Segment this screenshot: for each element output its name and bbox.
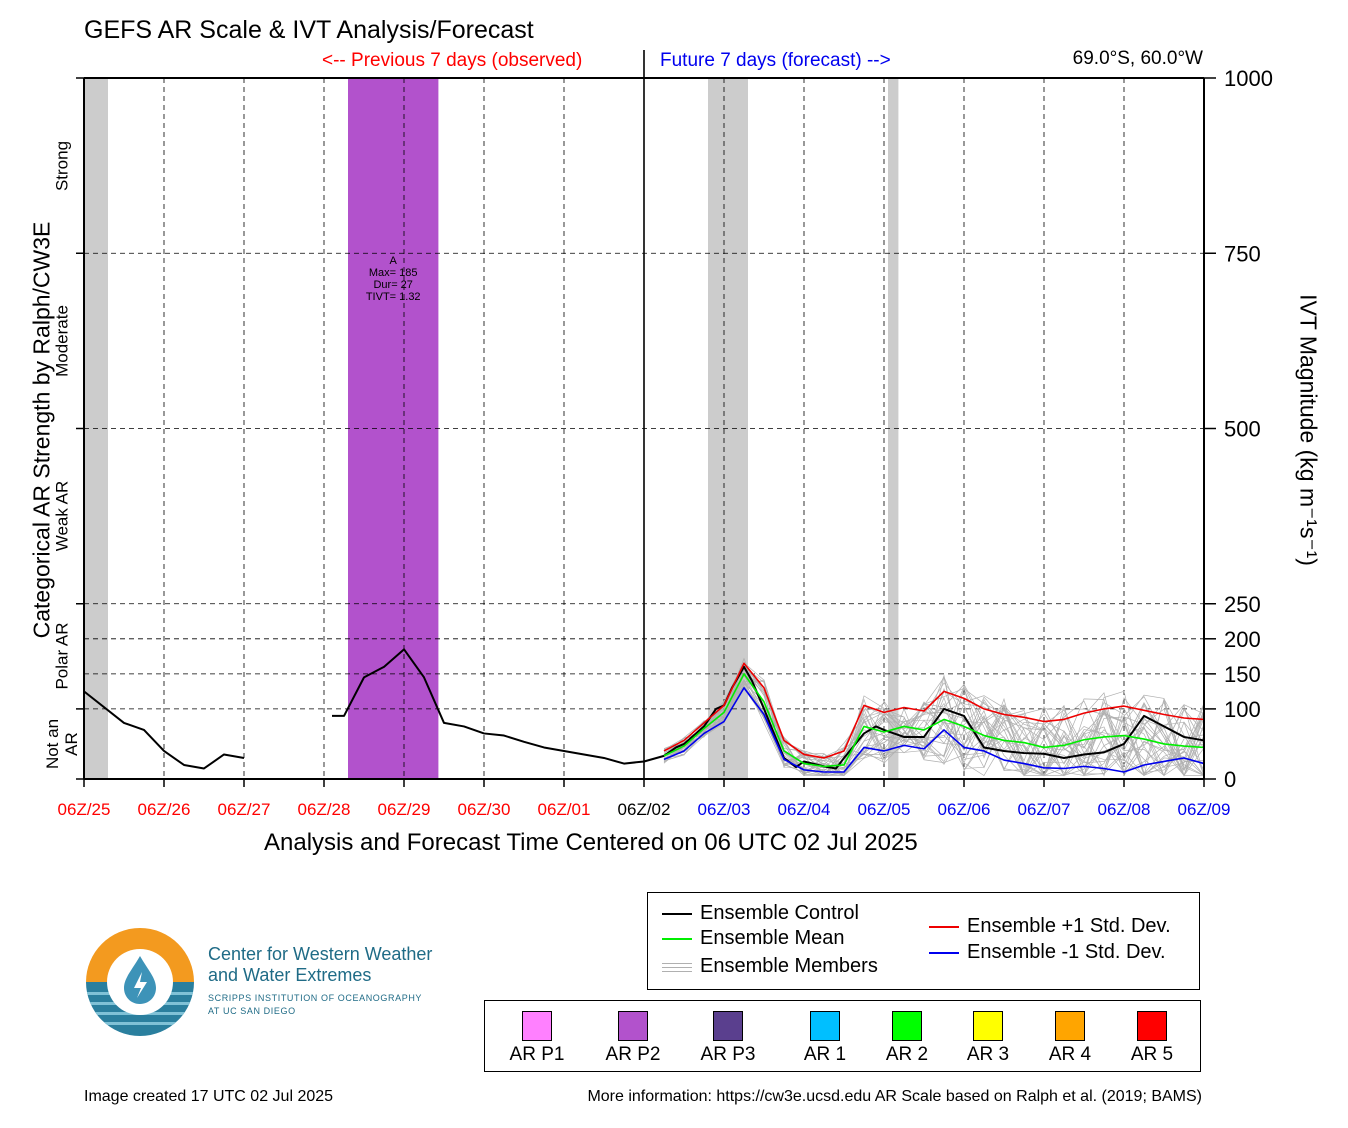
x-tick-label: 06Z/09 [1178,800,1231,819]
future-days-label: Future 7 days (forecast) --> [660,50,891,71]
right-tick-label: 0 [1224,767,1236,792]
previous-days-label: <-- Previous 7 days (observed) [322,50,583,71]
logo-text-line3: SCRIPPS INSTITUTION OF OCEANOGRAPHY [208,993,423,1003]
legend-item-minus-std: Ensemble -1 Std. Dev. [929,941,1166,964]
x-tick-label: 06Z/07 [1018,800,1071,819]
x-tick-label: 06Z/01 [538,800,591,819]
ar-scale-item: AR 5 [1107,1011,1197,1066]
right-tick-label: 100 [1224,697,1261,722]
x-tick-label: 06Z/03 [698,800,751,819]
more-info-label: More information: https://cw3e.ucsd.edu … [587,1088,1202,1105]
category-label: Polar AR [52,622,72,690]
legend-item-members: Ensemble Members [662,955,878,978]
ar-event-label: TIVT= 1.32 [366,291,421,303]
right-tick-label: 200 [1224,627,1261,652]
x-tick-label: 06Z/02 [618,800,671,819]
series-line [83,690,245,770]
x-tick-label: 06Z/25 [58,800,111,819]
logo-text-line1: Center for Western Weather [208,944,433,964]
gray-period [888,78,899,779]
ensemble-member-line [663,664,1205,776]
right-tick-label: 150 [1224,662,1261,687]
ar-scale-item: AR P3 [683,1011,773,1066]
right-tick-label: 250 [1224,592,1261,617]
series-line [663,687,1205,773]
location-label: 69.0°S, 60.0°W [1072,48,1203,69]
x-tick-label: 06Z/26 [138,800,191,819]
legend-item-mean: Ensemble Mean [662,927,845,950]
series-line [332,648,665,765]
ensemble-member-line [663,685,1205,777]
legend: Ensemble Control Ensemble Mean Ensemble … [647,892,1200,990]
ensemble-member-line [663,674,1205,777]
x-tick-label: 06Z/28 [298,800,351,819]
ensemble-member-line [663,662,1205,777]
legend-item-control: Ensemble Control [662,902,859,925]
ar-scale-item: AR 1 [780,1011,870,1066]
legend-item-plus-std: Ensemble +1 Std. Dev. [929,915,1171,938]
ar-event-label: A [390,255,398,267]
x-tick-label: 06Z/05 [858,800,911,819]
ar-event-label: Dur= 27 [373,279,412,291]
ensemble-member-line [663,672,1205,777]
category-label: Weak AR [52,480,72,552]
ar-scale-item: AR 3 [943,1011,1033,1066]
right-tick-label: 1000 [1224,66,1273,91]
ar-event-label: Max= 185 [369,267,418,279]
ar-scale-item: AR P2 [588,1011,678,1066]
series-line [663,673,1205,768]
right-tick-label: 500 [1224,417,1261,442]
x-axis-label: Analysis and Forecast Time Centered on 0… [264,829,918,856]
x-tick-label: 06Z/04 [778,800,831,819]
ar-scale-item: AR 2 [862,1011,952,1066]
ar-scale-item: AR P1 [492,1011,582,1066]
ar-scale-key: AR P1 AR P2 AR P3 AR 1 AR 2 AR 3 AR 4 AR… [484,1000,1201,1072]
x-tick-label: 06Z/06 [938,800,991,819]
x-tick-label: 06Z/29 [378,800,431,819]
ensemble-member-line [663,674,1205,776]
x-tick-label: 06Z/27 [218,800,271,819]
category-label: Strong [52,140,72,191]
ensemble-member-line [663,672,1205,777]
category-label: Not an AR [43,718,81,769]
x-tick-label: 06Z/08 [1098,800,1151,819]
right-tick-label: 750 [1224,241,1261,266]
logo-text-line4: AT UC SAN DIEGO [208,1006,296,1016]
category-label: Moderate [52,304,72,377]
logo-text-line2: and Water Extremes [208,965,372,985]
chart-title: GEFS AR Scale & IVT Analysis/Forecast [84,16,534,44]
image-created-label: Image created 17 UTC 02 Jul 2025 [84,1088,334,1105]
ar-scale-item: AR 4 [1025,1011,1115,1066]
x-tick-label: 06Z/30 [458,800,511,819]
cw3e-logo-icon [86,928,194,1036]
series-line [663,662,1205,759]
ensemble-member-line [663,672,1205,777]
